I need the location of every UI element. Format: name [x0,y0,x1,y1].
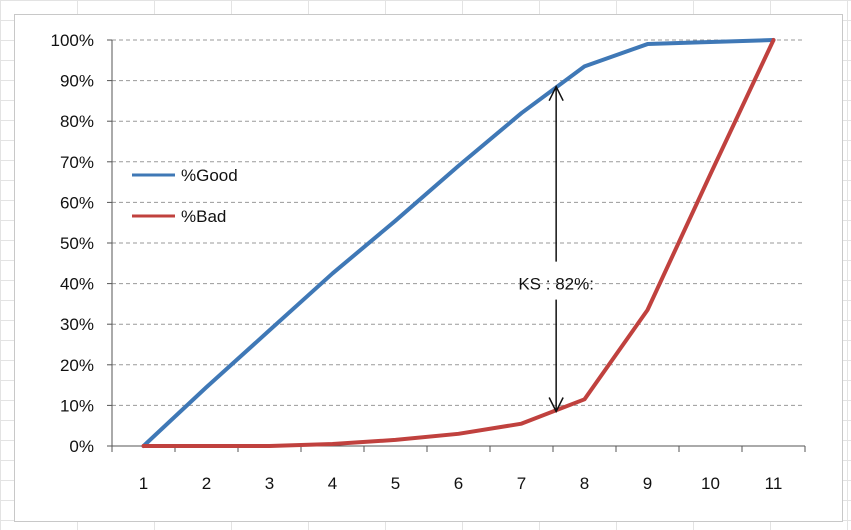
y-tick-label: 50% [60,234,94,253]
x-tick-label: 3 [265,474,274,493]
x-tick-label: 7 [517,474,526,493]
y-tick-label: 60% [60,193,94,212]
y-tick-label: 80% [60,112,94,131]
legend-label: %Bad [181,207,226,226]
x-tick-labels: 1 2 3 4 5 6 7 8 9 10 11 [139,474,783,493]
axes [107,39,806,452]
x-tick-label: 4 [328,474,337,493]
y-tick-label: 40% [60,275,94,294]
x-tick-label: 9 [643,474,652,493]
series-lines [141,38,776,448]
y-tick-label: 10% [60,396,94,415]
x-tick-label: 5 [391,474,400,493]
x-tick-label: 11 [765,474,783,493]
ks-annotation: KS : 82%: [518,85,594,414]
x-tick-label: 1 [139,474,148,493]
legend-label: %Good [181,166,238,185]
series-line-bad [141,38,776,448]
x-tick-label: 6 [454,474,463,493]
x-tick-label: 2 [202,474,211,493]
y-tick-label: 70% [60,153,94,172]
ks-label: KS : 82%: [518,275,594,294]
x-tick-label: 10 [701,474,720,493]
y-tick-label: 20% [60,356,94,375]
y-tick-label: 30% [60,315,94,334]
y-tick-label: 0% [69,437,94,456]
ks-arrow-head-up [548,85,564,102]
y-tick-label: 100% [51,31,94,50]
x-tick-label: 8 [580,474,589,493]
ks-arrow-head-down [548,397,564,414]
legend: %Good %Bad [132,166,238,226]
series-line-good [141,38,776,448]
y-tick-labels: 0% 10% 20% 30% 40% 50% 60% 70% 80% 90% 100% [51,31,94,456]
y-tick-label: 90% [60,72,94,91]
gridlines [112,39,805,406]
